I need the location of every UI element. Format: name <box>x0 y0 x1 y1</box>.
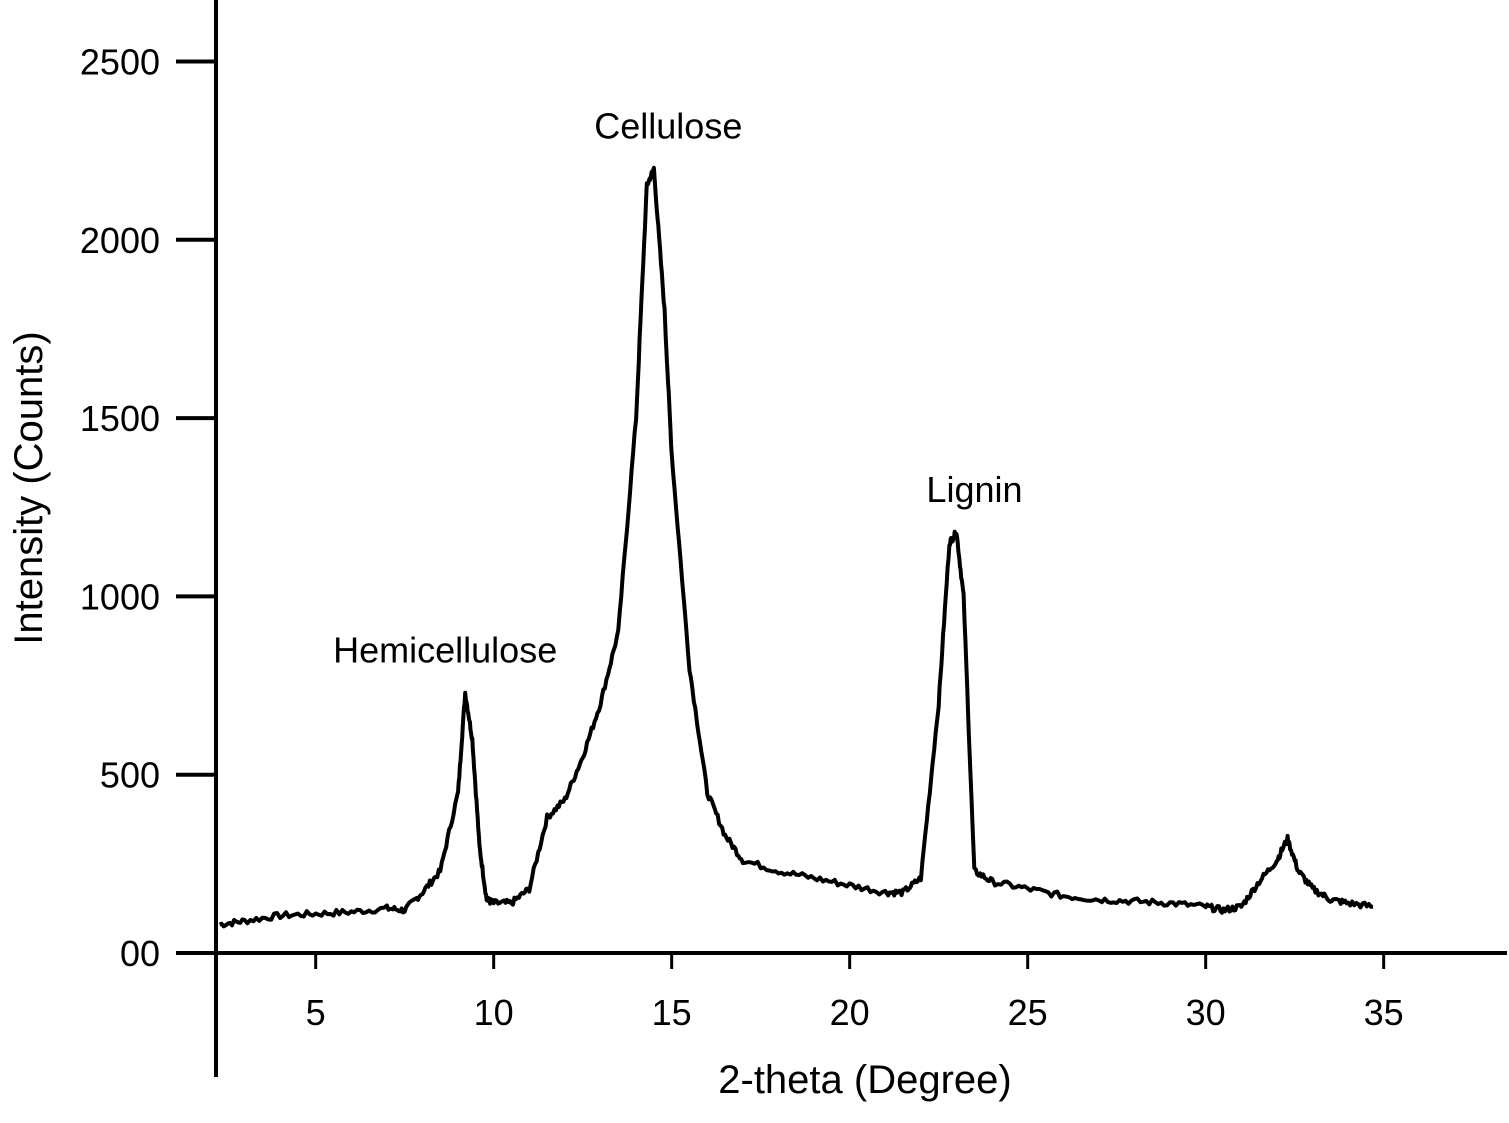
x-tick-label: 15 <box>652 992 692 1033</box>
y-tick-label: 500 <box>100 755 160 796</box>
y-tick-label: 2000 <box>80 220 160 261</box>
y-tick-label: 1000 <box>80 576 160 617</box>
series-line-0 <box>218 165 1374 929</box>
series-group <box>218 165 1374 929</box>
annotation-lignin: Lignin <box>926 469 1022 510</box>
y-axis-ticks: 00 500 1000 1500 2000 2500 <box>80 42 216 974</box>
annotations: Hemicellulose Cellulose Lignin <box>333 105 1022 670</box>
x-tick-label: 25 <box>1008 992 1048 1033</box>
y-tick-label: 00 <box>120 933 160 974</box>
x-tick-label: 20 <box>830 992 870 1033</box>
annotation-hemicellulose: Hemicellulose <box>333 630 557 671</box>
axes <box>176 0 1507 1077</box>
x-tick-label: 30 <box>1186 992 1226 1033</box>
x-tick-label: 10 <box>474 992 514 1033</box>
y-axis-title: Intensity (Counts) <box>7 331 51 644</box>
y-tick-label: 1500 <box>80 398 160 439</box>
annotation-cellulose: Cellulose <box>594 105 742 146</box>
x-axis-title: 2-theta (Degree) <box>718 1058 1011 1102</box>
x-tick-label: 5 <box>306 992 326 1033</box>
y-tick-label: 2500 <box>80 42 160 83</box>
x-tick-label: 35 <box>1364 992 1404 1033</box>
x-axis-ticks: 5 10 15 20 25 30 35 <box>306 953 1404 1033</box>
